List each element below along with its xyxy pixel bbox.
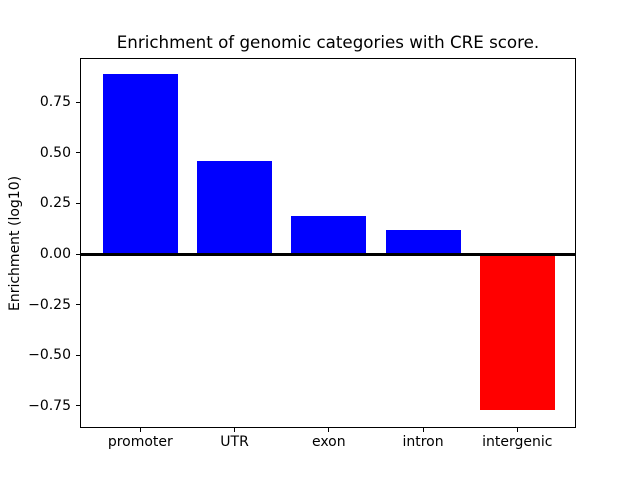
x-tick-label: UTR	[220, 434, 249, 450]
zero-line	[80, 252, 576, 256]
y-tick-label: 0.25	[39, 195, 71, 212]
x-tick-label: exon	[311, 434, 346, 450]
x-tick-mark	[234, 428, 236, 432]
bar-intron	[385, 229, 461, 254]
y-tick-mark	[76, 152, 80, 154]
x-tick-mark	[422, 428, 424, 432]
x-tick-label: intron	[402, 434, 444, 450]
bar-promoter	[102, 73, 178, 254]
y-tick-label: −0.50	[28, 347, 71, 364]
y-tick-mark	[76, 101, 80, 103]
y-axis-label: Enrichment (log10)	[7, 175, 23, 311]
y-tick-label: 0.00	[39, 246, 71, 262]
x-tick-mark	[328, 428, 330, 432]
y-tick-mark	[76, 405, 80, 407]
x-tick-mark	[516, 428, 518, 432]
bar-exon	[291, 215, 367, 254]
x-tick-mark	[139, 428, 141, 432]
y-tick-label: 0.75	[39, 94, 71, 111]
bar-UTR	[197, 160, 273, 254]
y-tick-label: −0.25	[28, 296, 71, 313]
y-tick-label: 0.50	[39, 144, 71, 161]
x-tick-label: promoter	[107, 434, 173, 450]
y-tick-mark	[76, 304, 80, 306]
bar-intergenic	[479, 254, 555, 410]
y-tick-mark	[76, 253, 80, 255]
chart-title: Enrichment of genomic categories with CR…	[116, 32, 540, 52]
y-tick-label: −0.75	[28, 397, 71, 414]
y-tick-mark	[76, 202, 80, 204]
y-tick-mark	[76, 354, 80, 356]
x-tick-label: intergenic	[482, 434, 553, 450]
